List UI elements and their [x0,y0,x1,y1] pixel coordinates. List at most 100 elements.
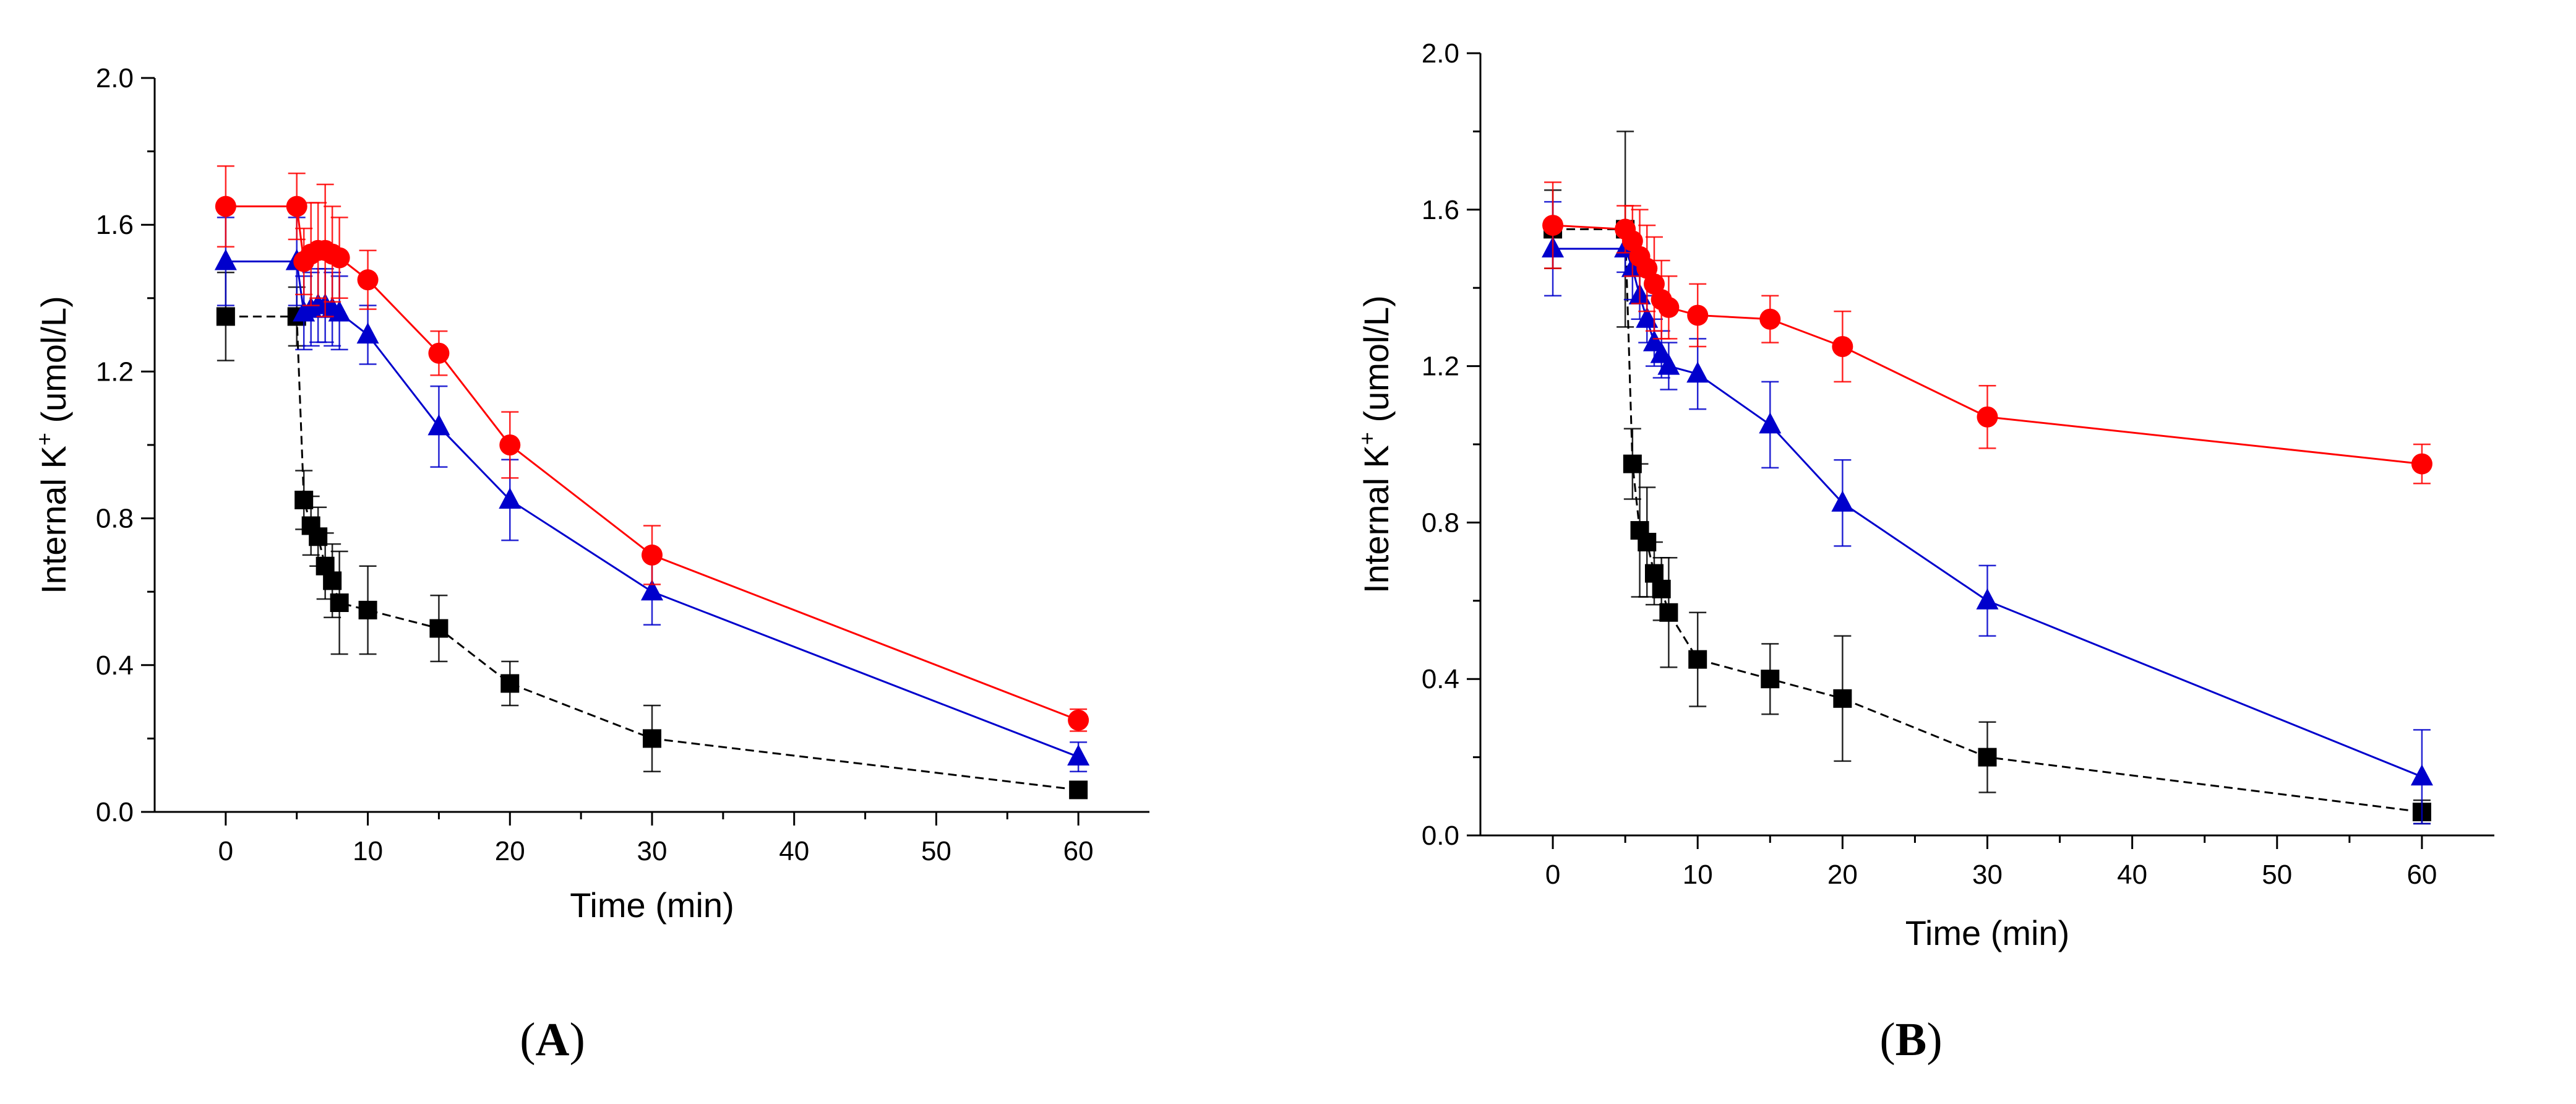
data-point [500,674,520,693]
series-line [225,261,1079,758]
x-tick-label: 50 [921,836,951,866]
series-line [225,205,1079,722]
data-point [428,342,450,364]
y-tick-label: 0.0 [96,797,134,827]
data-point [427,414,450,436]
data-point [2410,764,2433,786]
data-point [643,729,661,748]
y-tick-label: 0.8 [1422,507,1459,538]
y-axis-title-main: Internal K [34,446,73,594]
data-point [358,600,377,619]
panel-b-chart: 0 10 20 30 40 50 60 0.0 0.4 0.8 1.2 1.6 2.0 Time (min… [1354,38,2494,1066]
data-point [499,487,522,509]
data-point [1977,406,1998,428]
data-point [1832,336,1853,357]
x-tick-label: 20 [1827,860,1858,890]
x-tick-label: 60 [2406,860,2437,890]
data-point [1623,454,1642,473]
data-point [357,269,379,291]
series-circle [1542,181,2432,485]
panel-label-open: ( [520,1014,535,1066]
data-point [1687,304,1709,326]
x-tick-label: 0 [218,836,233,866]
x-tick-label: 30 [637,836,668,866]
y-tick-label: 0.4 [1422,664,1459,694]
y-tick-label: 1.6 [96,210,134,240]
data-point [1688,650,1707,669]
data-point [356,322,379,344]
data-point [1638,533,1657,551]
y-axis-title-main: Internal K [1357,445,1396,593]
x-tick-label: 40 [779,836,809,866]
y-tick-label: 0.0 [1422,821,1459,851]
data-point [1761,670,1780,689]
data-point [330,593,349,612]
y-tick-label: 1.6 [1422,195,1459,225]
y-axis-title-unit: (umol/L) [1357,295,1396,432]
data-point [1686,361,1709,383]
x-tick-label: 0 [1545,860,1560,890]
data-point [294,490,314,509]
panel-label-letter: A [536,1014,570,1066]
data-point [1621,230,1643,252]
data-point [1978,748,1997,767]
panel-a-chart: 0 10 20 30 40 50 60 0.0 0.4 0.8 1.2 1.6 2.0 Time (min… [32,63,1149,1066]
data-point [286,196,307,217]
x-axis-title: Time (min) [570,886,734,925]
data-point [429,619,449,638]
data-point [1831,490,1854,512]
data-point [1657,353,1680,375]
y-tick-label: 2.0 [96,63,134,93]
data-point [1759,412,1782,434]
panel-label-letter: B [1896,1014,1927,1066]
panel-label-open: ( [1879,1014,1895,1066]
series-square [1543,131,2431,825]
data-point [1833,689,1852,708]
data-point [1636,306,1659,328]
x-tick-label: 40 [2117,860,2147,890]
x-tick-label: 20 [495,836,525,866]
y-tick-label: 1.2 [96,356,134,387]
data-point [1068,709,1089,731]
data-point [214,249,237,270]
data-point [641,579,663,601]
x-axis-title: Time (min) [1905,913,2069,952]
series-line [1553,248,2423,778]
data-point [216,307,235,326]
x-tick-label: 10 [1683,860,1713,890]
y-tick-label: 0.8 [96,504,134,534]
y-axis-title-unit: (umol/L) [34,296,73,433]
data-point [1542,215,1564,236]
x-tick-label: 30 [1972,860,2003,890]
y-tick-label: 1.2 [1422,351,1459,382]
data-point [1069,780,1088,800]
data-point [1658,296,1680,318]
data-point [1644,564,1664,583]
x-tick-label: 60 [1063,836,1094,866]
panel-label-close: ) [1926,1014,1942,1066]
y-axis-title: Internal K+ (umol/L) [32,296,73,594]
series-circle [215,165,1089,732]
panel-label: (A) [520,1014,585,1066]
y-tick-label: 2.0 [1422,38,1459,69]
data-point [1976,588,1999,610]
data-point [1643,273,1665,295]
panel-label: (B) [1879,1014,1942,1066]
data-point [1652,579,1671,598]
series-square [216,272,1088,800]
data-point [1659,603,1678,622]
data-point [323,571,342,590]
series-triangle [214,217,1090,773]
x-tick-label: 50 [2262,860,2292,890]
y-axis-title: Internal K+ (umol/L) [1354,295,1396,593]
data-point [1759,308,1781,330]
data-point [328,247,350,269]
data-point [499,434,521,455]
x-tick-label: 10 [353,836,383,866]
data-point [1067,744,1090,766]
data-point [215,196,236,217]
y-tick-label: 0.4 [96,650,134,681]
panel-label-close: ) [569,1014,585,1066]
data-point [2411,453,2432,475]
